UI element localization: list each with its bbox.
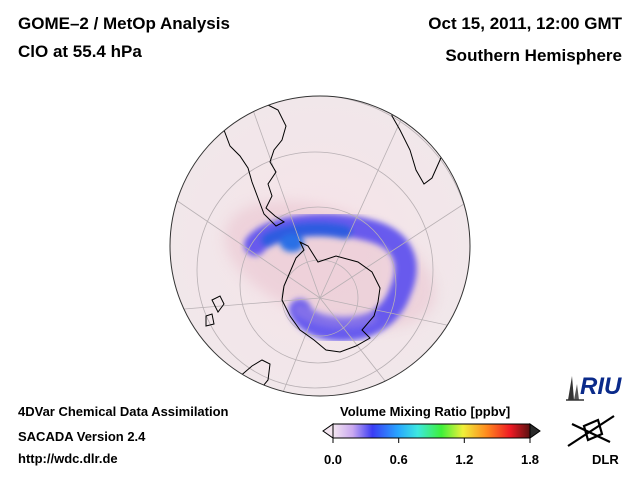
graticule <box>170 96 470 396</box>
south-america-coastline <box>221 101 287 227</box>
map-datetime: Oct 15, 2011, 12:00 GMT <box>428 14 622 33</box>
new-zealand-coastline <box>205 295 225 327</box>
footer-url: http://wdc.dlr.de <box>18 451 118 466</box>
footer-version: SACADA Version 2.4 <box>18 429 146 444</box>
dlr-logo-icon <box>567 415 615 447</box>
colorbar-min-arrow <box>322 423 334 439</box>
map-region: Southern Hemisphere <box>445 46 622 65</box>
clo-vortex-ring <box>244 213 417 342</box>
colorbar-tick-label: 1.8 <box>520 452 540 467</box>
colorbar-tick-label: 1.2 <box>455 452 474 467</box>
map-subtitle: ClO at 55.4 hPa <box>18 42 142 61</box>
colorbar-tick-label: 0.6 <box>389 452 408 467</box>
riu-logo-text: RIU <box>580 373 622 400</box>
colorbar-tick-marks <box>332 438 531 443</box>
colorbar-gradient <box>332 423 531 439</box>
colorbar-title: Volume Mixing Ratio [ppbv] <box>340 404 511 419</box>
riu-logo-icon <box>566 376 584 401</box>
footer-method: 4DVar Chemical Data Assimilation <box>18 404 229 419</box>
globe-outline <box>169 95 471 397</box>
colorbar-max-arrow <box>529 423 541 439</box>
map-title: GOME–2 / MetOp Analysis <box>18 14 230 33</box>
dlr-logo-text: DLR <box>592 452 619 467</box>
antarctica-coastline <box>281 240 381 353</box>
colorbar-tick-label: 0.0 <box>323 452 343 467</box>
